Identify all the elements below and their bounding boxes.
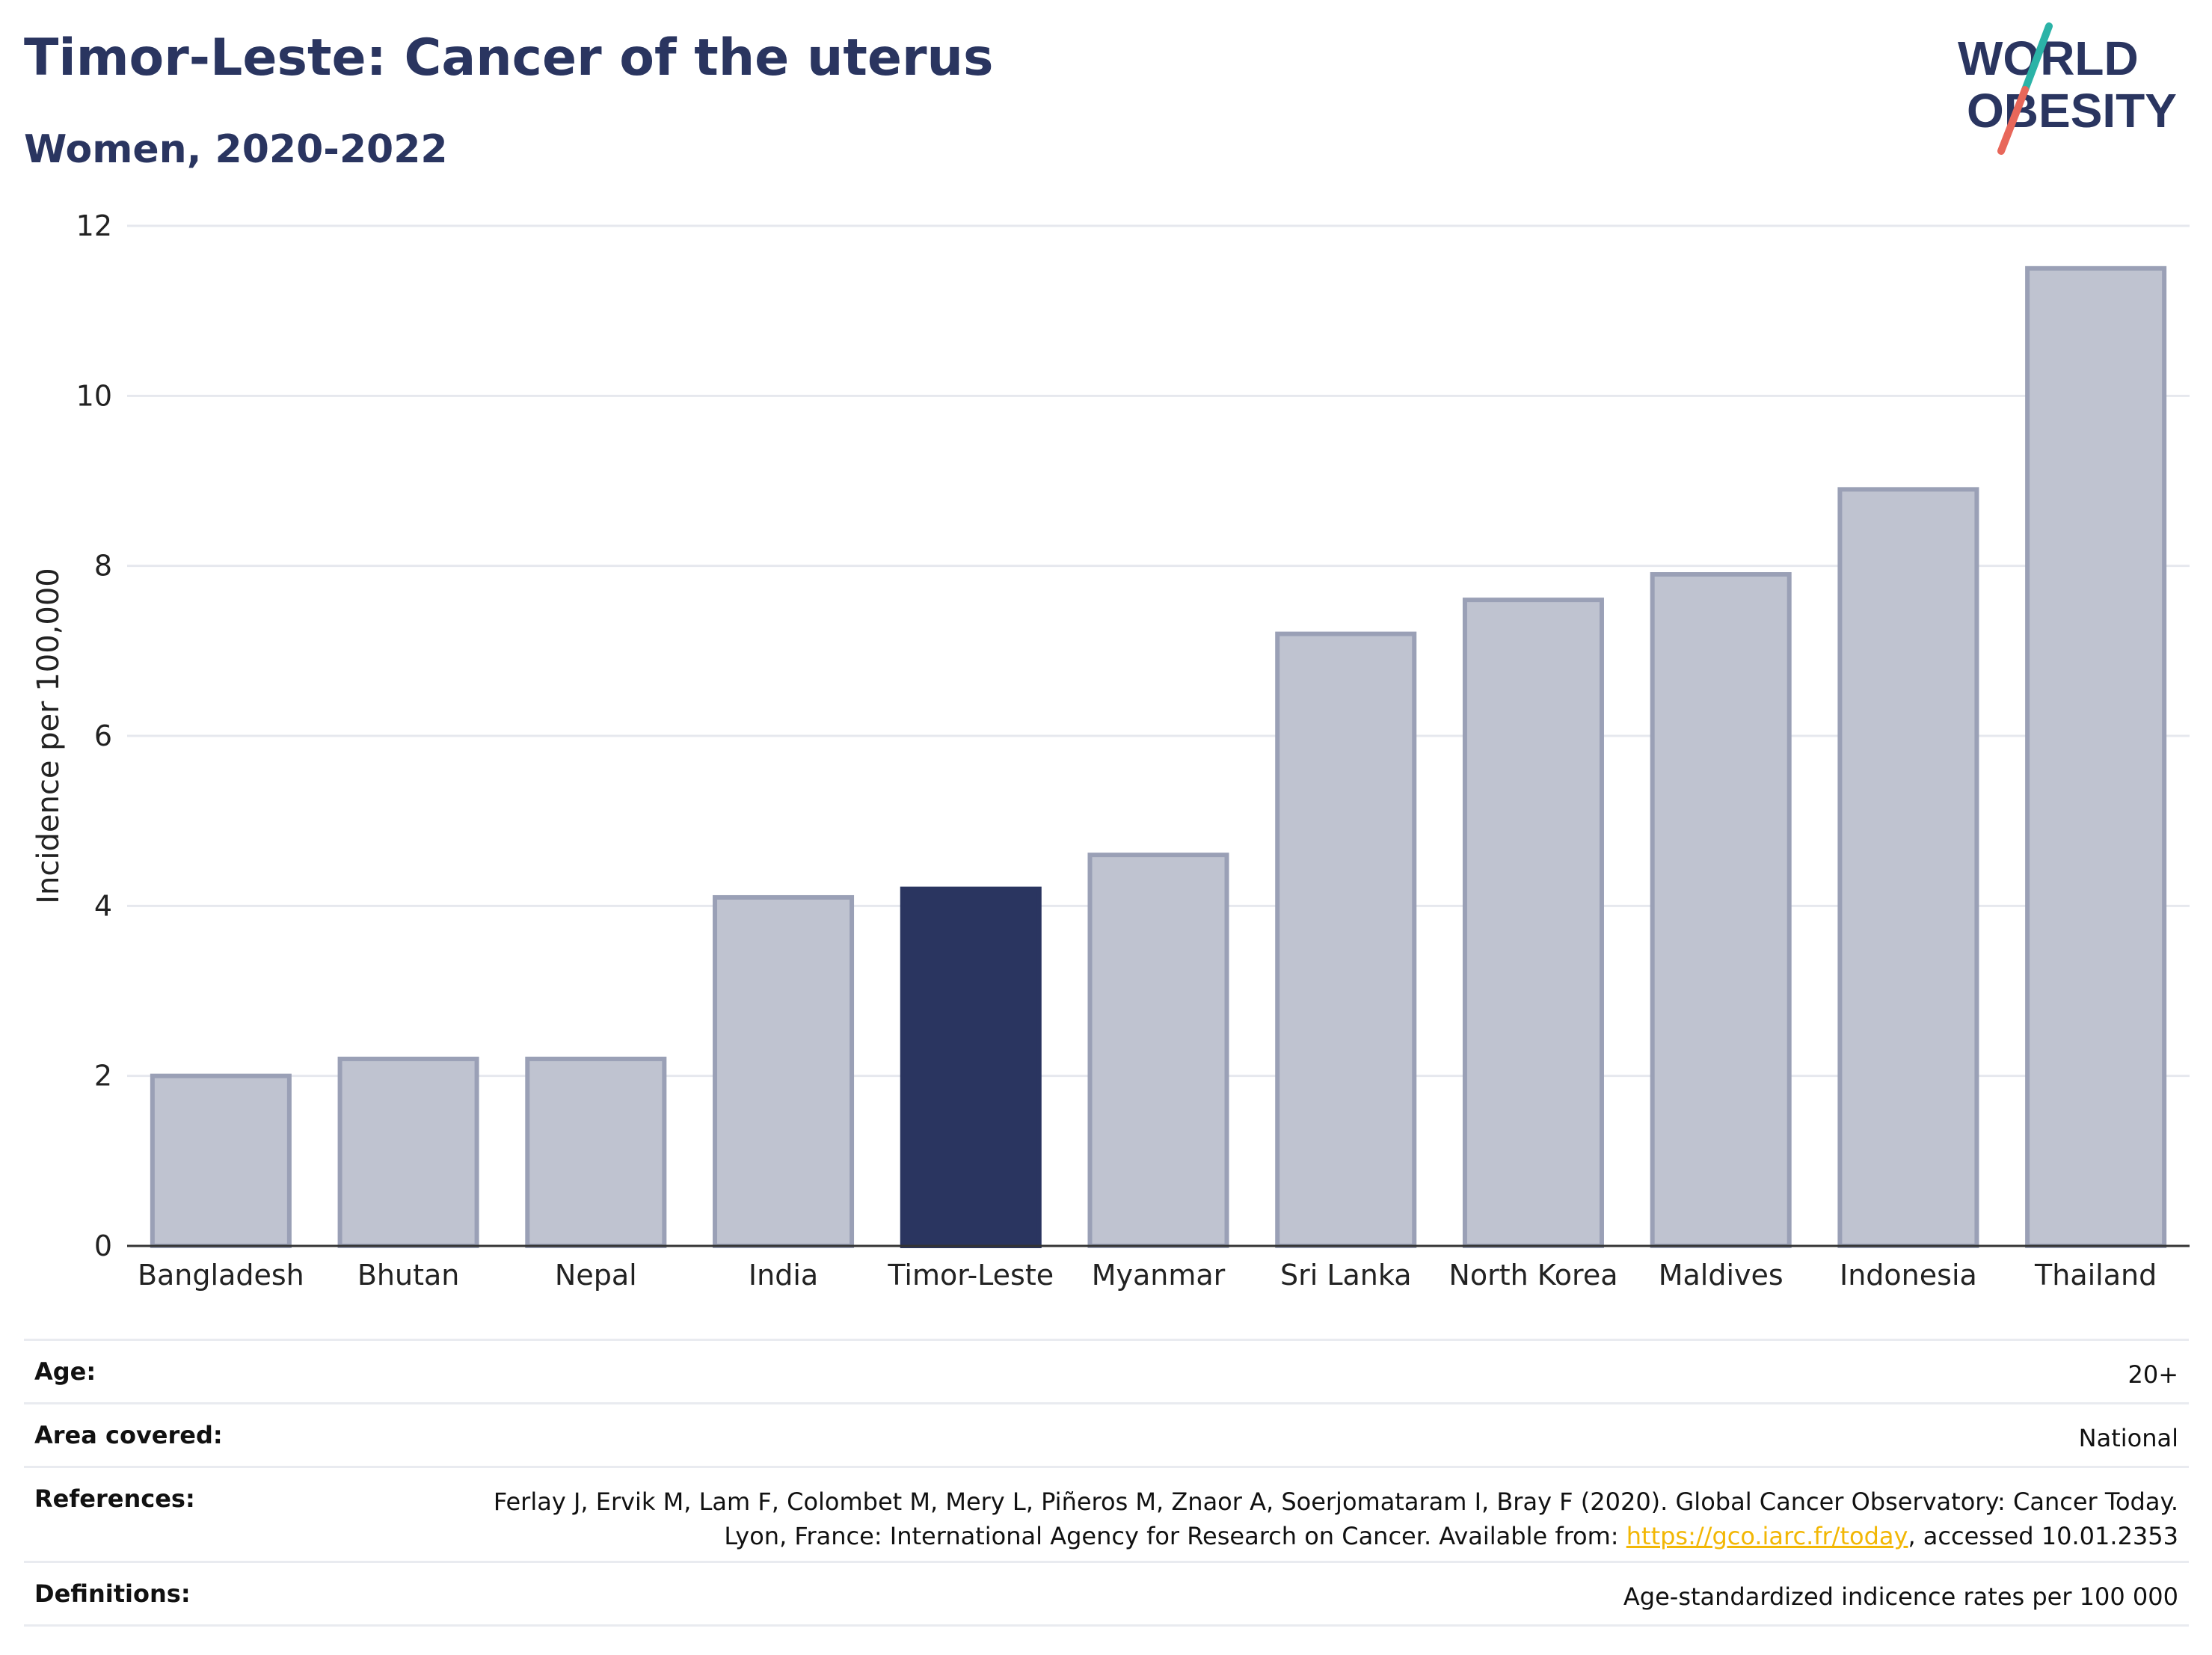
references-link[interactable]: https://gco.iarc.fr/today <box>1626 1522 1908 1550</box>
definitions-label: Definitions: <box>34 1579 191 1608</box>
bar <box>1837 487 1979 1248</box>
x-tick-label: Timor-Leste <box>887 1259 1054 1292</box>
bar <box>713 894 855 1248</box>
bar <box>337 1056 479 1249</box>
age-value: 20+ <box>2127 1360 2178 1389</box>
y-tick-label: 12 <box>76 209 112 242</box>
y-tick-label: 8 <box>94 550 112 583</box>
info-row-definitions: Definitions: Age-standardized indicence … <box>24 1561 2189 1627</box>
logo-slash-coral <box>1997 86 2029 155</box>
bar <box>1275 631 1417 1248</box>
bar <box>1087 853 1229 1248</box>
bar-highlight <box>900 886 1042 1248</box>
x-tick-label: Thailand <box>2034 1259 2157 1292</box>
info-row-age: Age: 20+ <box>24 1339 2189 1402</box>
x-tick-label: Nepal <box>555 1259 637 1292</box>
x-tick-label: Myanmar <box>1092 1259 1226 1292</box>
definitions-value: Age-standardized indicence rates per 100… <box>1623 1582 2178 1611</box>
x-tick-label: Indonesia <box>1840 1259 1977 1292</box>
references-label: References: <box>34 1484 195 1513</box>
y-axis-label: Incidence per 100,000 <box>31 568 66 904</box>
y-tick-label: 0 <box>94 1229 112 1262</box>
info-table: Age: 20+ Area covered: National Referenc… <box>24 1339 2189 1627</box>
area-label: Area covered: <box>34 1421 223 1449</box>
x-tick-label: North Korea <box>1448 1259 1617 1292</box>
info-row-references: References: Ferlay J, Ervik M, Lam F, Co… <box>24 1466 2189 1561</box>
chart-subtitle: Women, 2020-2022 <box>24 127 448 172</box>
references-value: Ferlay J, Ervik M, Lam F, Colombet M, Me… <box>458 1484 2178 1553</box>
y-tick-label: 4 <box>94 889 112 922</box>
x-tick-label: India <box>749 1259 818 1292</box>
bar <box>1462 598 1604 1248</box>
bar <box>1650 572 1792 1248</box>
info-row-area: Area covered: National <box>24 1402 2189 1466</box>
x-tick-label: Sri Lanka <box>1280 1259 1412 1292</box>
references-text: Ferlay J, Ervik M, Lam F, Colombet M, Me… <box>493 1487 2178 1550</box>
bar <box>2025 265 2167 1248</box>
world-obesity-logo: WORLD OBESITY <box>1958 22 2177 155</box>
age-label: Age: <box>34 1357 96 1386</box>
x-tick-label: Bangladesh <box>138 1259 304 1292</box>
bar <box>150 1073 292 1248</box>
logo-slash-teal <box>2021 22 2053 93</box>
bar <box>525 1056 667 1249</box>
y-tick-label: 2 <box>94 1060 112 1093</box>
logo-obesity-text: OBESITY <box>1967 84 2177 138</box>
bar-chart: 0 2 4 6 8 10 12 Incidence per 100,000 Bangladesh… <box>31 209 2190 1292</box>
references-accessed: , accessed 10.01.2353 <box>1908 1522 2178 1550</box>
y-tick-label: 6 <box>94 719 112 752</box>
area-value: National <box>2078 1424 2178 1452</box>
y-tick-label: 10 <box>76 379 112 412</box>
logo-world-text: WORLD <box>1958 31 2139 85</box>
x-tick-label: Maldives <box>1659 1259 1784 1292</box>
x-tick-label: Bhutan <box>357 1259 460 1292</box>
chart-title: Timor-Leste: Cancer of the uterus <box>24 28 994 87</box>
